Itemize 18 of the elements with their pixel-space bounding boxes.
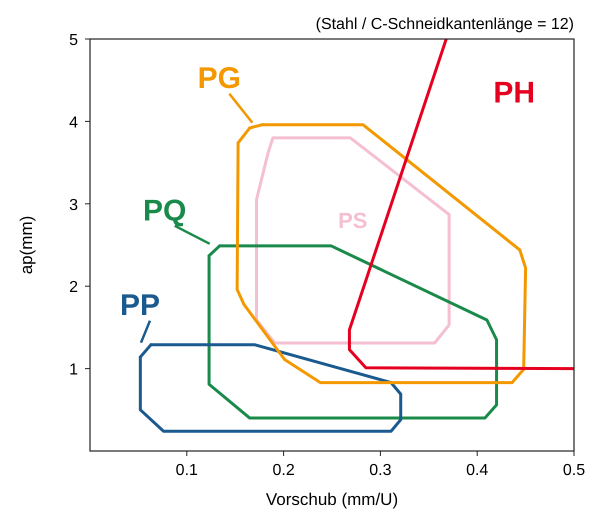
series-label: PQ [143,194,186,228]
y-tick-label: 3 [69,196,78,214]
y-tick-label: 1 [69,362,78,379]
x-tick-label: 0.4 [466,462,488,479]
y-tick-label: 5 [69,32,78,49]
text: PS [338,208,368,234]
series-label: PH [493,76,536,110]
series-label: PP [120,289,160,322]
y-tick-label: 4 [69,114,78,132]
y-tick-label: 2 [69,279,78,296]
x-axis-title: Vorschub (mm/U) [266,490,398,509]
x-tick-label: 0.3 [369,462,392,479]
x-tick-label: 0.1 [176,462,198,479]
y-axis-title: ap(mm) [17,216,36,274]
text: (Stahl / C-Schneidkantenlänge = 12) [316,16,574,33]
x-tick-label: 0.2 [272,462,295,479]
series-label: PG [198,62,241,96]
x-tick-label: 0.5 [562,462,586,479]
